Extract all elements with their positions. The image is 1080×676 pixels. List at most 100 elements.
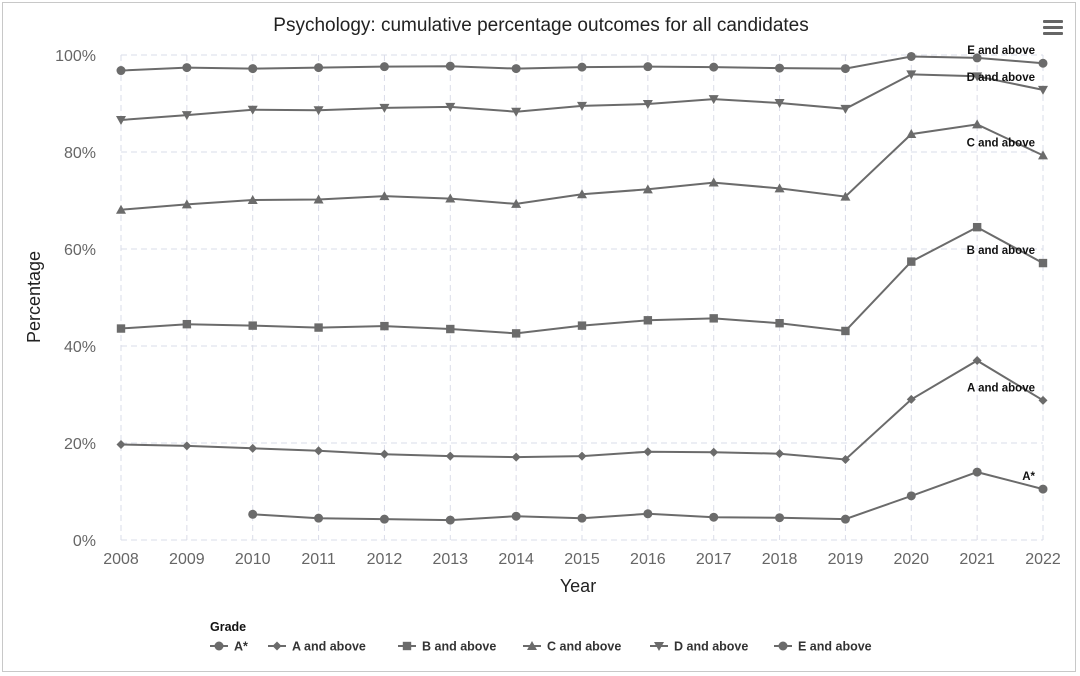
data-point-a-star (577, 513, 587, 523)
data-point-d-and-above (1038, 85, 1048, 95)
end-label-a-star: A* (1022, 471, 1035, 483)
y-tick-label: 20% (64, 436, 96, 453)
data-point-c-and-above (972, 119, 983, 129)
end-label-d-and-above: D and above (967, 72, 1035, 84)
data-point-a-and-above (116, 439, 126, 449)
data-point-d-and-above (906, 70, 917, 80)
legend-label: A and above (292, 640, 366, 654)
data-point-e-and-above (972, 53, 982, 63)
data-point-b-and-above (841, 326, 850, 336)
end-label-b-and-above: B and above (967, 245, 1035, 257)
end-label-c-and-above: C and above (967, 137, 1035, 149)
data-point-a-star (709, 512, 719, 522)
data-point-d-and-above (511, 107, 522, 117)
data-point-b-and-above (248, 321, 257, 330)
legend-marker-e-and-above (778, 641, 788, 651)
data-point-b-and-above (972, 222, 982, 232)
x-axis-title: Year (560, 576, 596, 596)
data-point-a-and-above (314, 446, 324, 456)
legend-items: A* A and above B and above C and above D and… (210, 640, 872, 654)
grid-layer (120, 54, 1044, 541)
data-point-a-star (906, 491, 916, 501)
data-point-a-star (248, 509, 258, 519)
data-point-e-and-above (906, 51, 916, 61)
data-point-c-and-above (774, 183, 785, 193)
data-point-d-and-above (313, 106, 324, 116)
data-point-d-and-above (840, 104, 851, 114)
series-end-labels: A* A and above B and above C and above D and… (967, 45, 1036, 483)
data-point-c-and-above (313, 194, 324, 204)
data-point-c-and-above (577, 189, 587, 199)
data-point-e-and-above (116, 66, 126, 76)
data-point-b-and-above (709, 314, 718, 323)
data-point-a-star (314, 513, 324, 523)
end-label-e-and-above: E and above (967, 45, 1035, 57)
legend-label: C and above (547, 640, 621, 654)
legend-item-a-star[interactable]: A* (210, 640, 248, 654)
data-point-c-and-above (379, 191, 390, 201)
data-point-e-and-above (379, 62, 389, 72)
data-point-a-and-above (972, 356, 982, 366)
legend-item-c-and-above[interactable]: C and above (523, 640, 621, 654)
data-point-c-and-above (445, 193, 456, 203)
data-point-c-and-above (181, 199, 192, 209)
x-tick-label: 2022 (1025, 551, 1061, 568)
data-point-c-and-above (116, 204, 126, 214)
legend-item-d-and-above[interactable]: D and above (650, 640, 748, 654)
legend-item-a-and-above[interactable]: A and above (268, 640, 366, 654)
data-point-d-and-above (642, 99, 653, 109)
legend-label: A* (234, 640, 248, 654)
legend-marker-d-and-above (654, 642, 664, 651)
data-point-c-and-above (708, 177, 719, 187)
data-point-a-star (840, 514, 850, 524)
end-label-a-and-above: A and above (967, 382, 1035, 394)
data-point-e-and-above (643, 62, 653, 72)
data-point-a-star (511, 511, 521, 521)
legend-marker-a-star (214, 641, 224, 651)
data-point-d-and-above (708, 95, 719, 105)
data-point-a-star (775, 513, 785, 523)
data-point-d-and-above (116, 115, 126, 125)
y-tick-label: 40% (64, 339, 96, 356)
data-point-b-and-above (314, 323, 323, 332)
legend-marker-c-and-above (527, 641, 537, 650)
data-point-d-and-above (379, 103, 390, 113)
data-point-a-and-above (643, 447, 653, 457)
data-point-b-and-above (116, 324, 126, 333)
data-point-b-and-above (446, 324, 455, 334)
hamburger-menu-icon[interactable] (1043, 20, 1063, 37)
data-point-b-and-above (577, 321, 587, 330)
data-point-d-and-above (181, 111, 192, 121)
legend-item-e-and-above[interactable]: E and above (774, 640, 872, 654)
x-tick-label: 2018 (762, 551, 798, 568)
data-point-a-and-above (709, 447, 719, 457)
x-tick-label: 2009 (169, 551, 205, 568)
data-point-c-and-above (840, 191, 851, 201)
data-point-a-and-above (906, 394, 916, 404)
data-point-e-and-above (445, 61, 455, 71)
data-point-d-and-above (577, 101, 587, 111)
x-tick-label: 2012 (367, 551, 403, 568)
y-tick-label: 0% (73, 533, 96, 550)
data-point-a-and-above (577, 451, 587, 461)
data-point-e-and-above (709, 62, 719, 72)
data-point-b-and-above (907, 257, 916, 266)
data-point-d-and-above (247, 105, 258, 115)
data-point-a-star (1038, 484, 1048, 494)
chart-title: Psychology: cumulative percentage outcom… (273, 15, 808, 36)
legend-title: Grade (210, 620, 246, 634)
data-point-e-and-above (248, 64, 258, 74)
legend-item-b-and-above[interactable]: B and above (398, 640, 496, 654)
data-point-c-and-above (642, 184, 653, 194)
x-tick-label: 2021 (959, 551, 995, 568)
x-tick-label: 2008 (103, 551, 139, 568)
x-tick-label: 2014 (498, 551, 534, 568)
data-point-c-and-above (511, 198, 522, 208)
data-point-c-and-above (247, 195, 258, 205)
data-point-e-and-above (775, 63, 785, 73)
x-tick-label: 2020 (893, 551, 929, 568)
legend: Grade A* A and above B and above C and abov… (210, 620, 872, 654)
data-point-e-and-above (511, 64, 521, 74)
